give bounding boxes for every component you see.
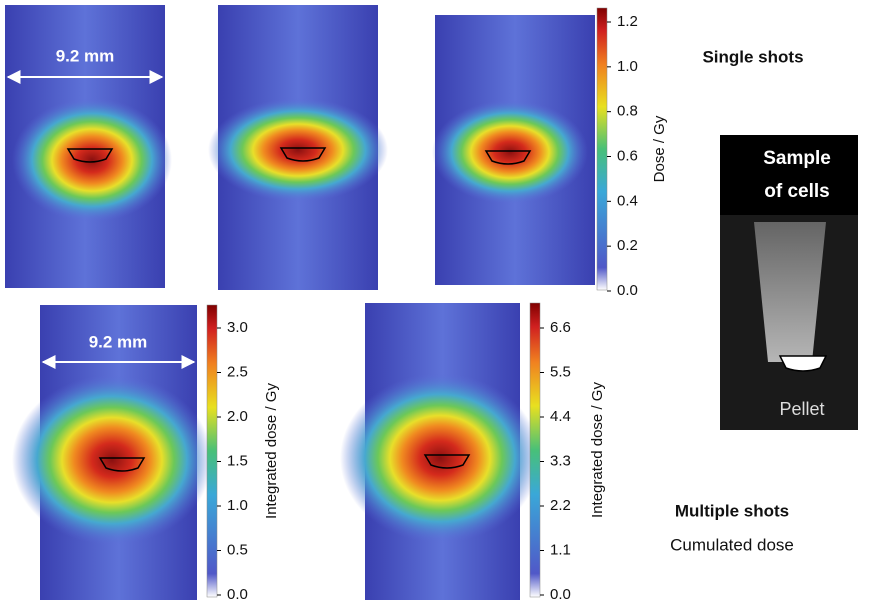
sample-title: of cells — [764, 181, 829, 202]
colorbar-tick-label: 0.5 — [227, 541, 248, 558]
colorbar-tick-label: 0.6 — [617, 147, 638, 164]
colorbar — [206, 304, 218, 598]
scale-label: 9.2 mm — [89, 332, 148, 351]
hotspot — [432, 100, 588, 204]
colorbar-tick-label: 0.2 — [617, 237, 638, 254]
colorbar-tick-label: 0.0 — [617, 282, 638, 299]
target-outline — [279, 147, 327, 162]
colorbar-label: Dose / Gy — [651, 115, 668, 182]
colorbar-tick-label: 0.0 — [227, 586, 248, 603]
sample-title: Sample — [763, 148, 831, 169]
target-outline — [484, 150, 532, 165]
hotspot — [340, 373, 540, 543]
photo-header — [720, 135, 858, 215]
colorbar-tick-label: 0.8 — [617, 103, 638, 120]
hotspot — [12, 375, 212, 545]
colorbar — [529, 302, 541, 598]
target-outline — [98, 457, 146, 472]
colorbar-tick-label: 0.0 — [550, 586, 571, 603]
title: Multiple shots — [675, 501, 789, 520]
sample-photo: Sample of cells Pellet — [720, 135, 858, 430]
dose-maps: 9.2 mm 9.2 mm — [5, 5, 595, 600]
pellet-outline — [778, 355, 828, 372]
pellet-label: Pellet — [779, 399, 824, 419]
colorbars: 1.2 1.0 0.8 0.6 0.4 0.2 0.0 Dose / Gy 3.0 2.5 2.0 1… — [206, 7, 668, 603]
colorbar-tick-label: 3.0 — [227, 319, 248, 336]
colorbar-tick-label: 1.0 — [617, 58, 638, 75]
tube — [754, 222, 826, 362]
colorbar-tick-label: 1.5 — [227, 452, 248, 469]
colorbar-tick-label: 2.2 — [550, 497, 571, 514]
colorbar-tick-label: 6.6 — [550, 319, 571, 336]
colorbar-tick-label: 1.1 — [550, 541, 571, 558]
target-outline — [423, 454, 471, 469]
colorbar-label: Integrated dose / Gy — [589, 382, 606, 518]
hotspot — [208, 98, 388, 202]
colorbar-label: Integrated dose / Gy — [263, 383, 280, 519]
hotspot — [12, 98, 172, 222]
scale-label: 9.2 mm — [56, 46, 115, 65]
colorbar-tick-label: 2.5 — [227, 363, 248, 380]
colorbar-tick-label: 1.0 — [227, 497, 248, 514]
colorbar-tick-label: 2.0 — [227, 408, 248, 425]
subtitle: Cumulated dose — [670, 535, 794, 554]
target-outline — [66, 148, 114, 163]
colorbar-tick-label: 4.4 — [550, 408, 571, 425]
colorbar — [596, 7, 608, 291]
colorbar-tick-label: 3.3 — [550, 452, 571, 469]
colorbar-tick-label: 5.5 — [550, 363, 571, 380]
title: Single shots — [702, 47, 803, 66]
colorbar-tick-label: 1.2 — [617, 13, 638, 30]
colorbar-tick-label: 0.4 — [617, 192, 638, 209]
